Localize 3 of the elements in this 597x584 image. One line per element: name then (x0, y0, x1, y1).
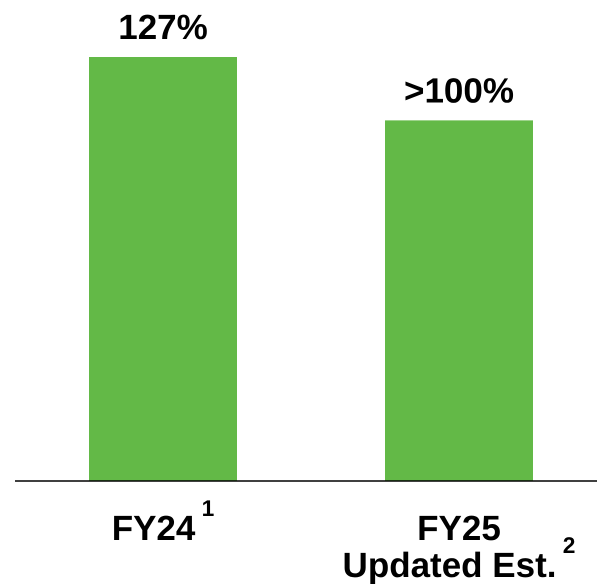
x-tick-label: FY24$^{1}$ (112, 494, 215, 548)
data-label: 127% (118, 8, 208, 47)
data-label: >100% (404, 71, 514, 110)
